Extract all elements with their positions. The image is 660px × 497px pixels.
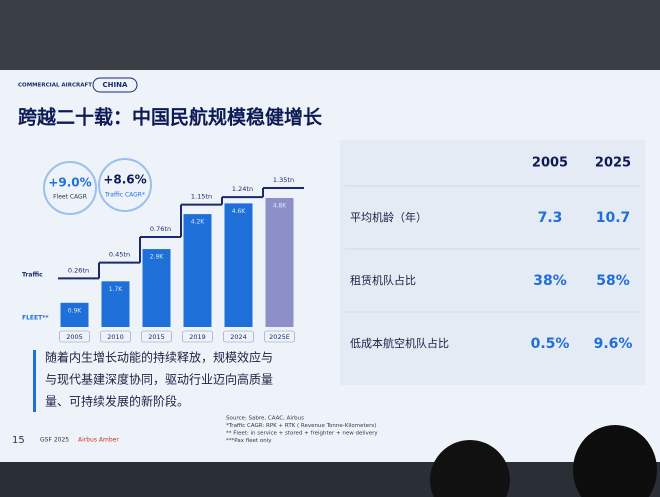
bar [142,249,171,327]
step-label: 1.24tn [232,185,253,193]
table-panel [340,140,645,385]
table-value: 0.5% [531,336,570,352]
x-tick-label: 2010 [107,333,124,341]
bar-label: 4.6K [232,208,247,215]
x-tick-label: 2025E [269,333,290,341]
tag: CHINA [103,81,128,89]
legend-label: FLEET** [22,315,49,322]
brand: Airbus Amber [78,437,119,444]
bar-label: 0.9K [68,307,83,314]
bar [265,198,294,327]
table-value: 38% [533,273,567,289]
row-label: 低成本航空机队占比 [350,336,449,350]
audience-head [573,425,657,497]
step-label: 0.76tn [150,225,171,233]
tag-pill [92,77,138,93]
page-number: 15 [12,435,25,446]
step-label: 1.15tn [191,193,212,201]
cagr-label: Fleet CAGR [53,194,87,201]
table-value: 7.3 [538,210,563,226]
cagr-label: Traffic CAGR* [104,192,145,199]
paragraph-bar [33,350,36,412]
x-tick-label: 2019 [189,333,206,341]
notes: Source: Sabre, CAAC, Airbus*Traffic CAGR… [226,416,378,445]
section-label: COMMERCIAL AIRCRAFT [18,83,92,89]
bar-label: 1.7K [109,286,124,293]
category-box [100,330,131,343]
paragraph-line: 随着内生增长动能的持续释放，规模效应与 [45,350,273,365]
cagr-value: +8.6% [103,173,146,187]
note: ** Fleet: in service + stored + freighte… [226,431,378,437]
slide-title: 跨越二十载：中国民航规模稳健增长 [18,106,323,129]
table-value: 9.6% [594,336,633,352]
note: ***Pax fleet only [226,438,272,444]
legend-label: Traffic [22,272,43,279]
bar [224,203,253,327]
note: Source: Sabre, CAAC, Airbus [226,416,304,422]
bar [101,281,130,327]
bar [183,214,212,327]
step-label: 0.26tn [68,266,89,274]
category-box [141,330,172,343]
x-tick-label: 2024 [230,333,247,341]
paragraph-line: 量、可持续发展的新阶段。 [45,394,189,409]
event: GSF 2025 [40,437,69,444]
x-tick-label: 2005 [66,333,83,341]
category-box [223,330,254,343]
x-tick-label: 2015 [148,333,165,341]
ceiling [0,0,660,72]
step-label: 1.35tn [273,176,294,184]
category-box [182,330,213,343]
row-label: 租赁机队占比 [350,273,416,287]
chart: 2005 2010 2015 2019 2024 2025E FLEET** 0.9K 1.7K… [22,176,304,343]
note: *Traffic CAGR: RPK + RTK ( Revenue Tonne… [226,423,376,429]
category-box [59,330,90,343]
table-value: 10.7 [596,210,631,226]
cagr-ring [98,158,152,212]
category-box [264,330,295,343]
paragraph-line: 与现代基建深度协同，驱动行业迈向高质量 [45,372,273,387]
audience-head [430,440,510,497]
bar-label: 4.8K [273,203,288,210]
bar [60,302,89,327]
bar-label: 2.9K [150,254,165,261]
cagr-ring [43,161,97,215]
table-header: 2005 [532,156,568,171]
table-value: 58% [596,273,630,289]
paragraph: 随着内生增长动能的持续释放，规模效应与与现代基建深度协同，驱动行业迈向高质量量、… [45,350,273,409]
step-label: 0.45tn [109,251,130,259]
table-header: 2025 [595,156,631,171]
row-label: 平均机龄（年） [350,210,427,224]
bar-label: 4.2K [191,219,206,226]
cagr-value: +9.0% [48,176,91,190]
table: 2005 2025 平均机龄（年） 7.3 10.7 租赁机队占比 38% 58% 低成本航空机… [345,156,640,352]
